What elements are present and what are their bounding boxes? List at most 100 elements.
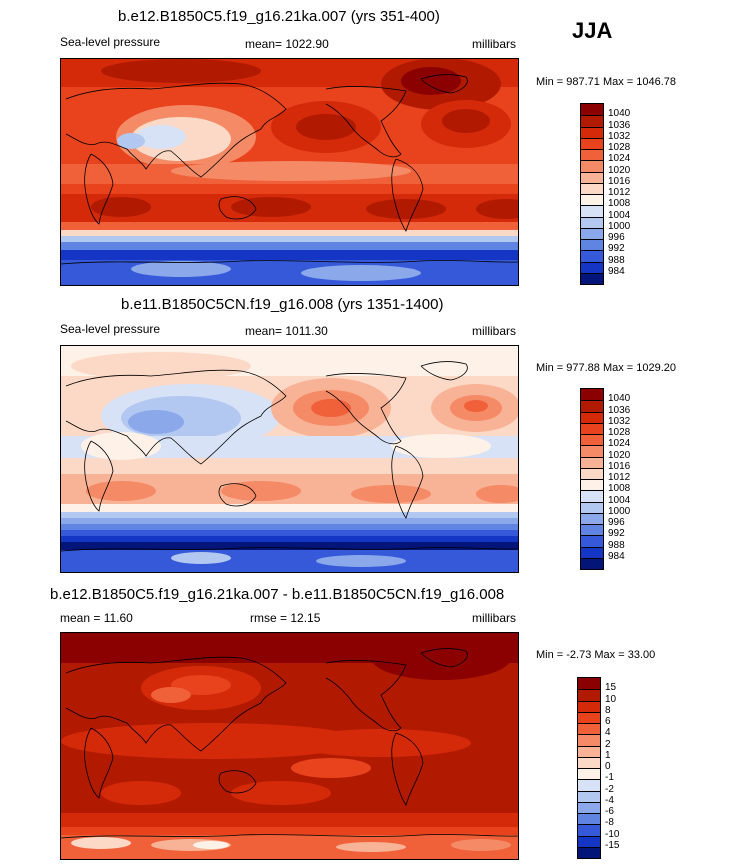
panel-2-colorbar bbox=[580, 388, 604, 570]
panel-3-rmse-label: rmse = 12.15 bbox=[250, 611, 321, 625]
colorbar-swatch bbox=[581, 467, 603, 479]
colorbar-swatch bbox=[581, 160, 603, 172]
colorbar-swatch bbox=[578, 813, 600, 825]
colorbar-swatch bbox=[581, 261, 603, 273]
colorbar-swatch bbox=[578, 734, 600, 746]
colorbar-swatch bbox=[581, 490, 603, 502]
colorbar-swatch bbox=[581, 182, 603, 194]
panel-1-variable-label: Sea-level pressure bbox=[60, 35, 161, 49]
colorbar-tick-label: 1012 bbox=[608, 187, 631, 198]
colorbar-tick-label: 1028 bbox=[608, 142, 631, 153]
colorbar-swatch bbox=[581, 445, 603, 457]
colorbar-swatch bbox=[581, 104, 603, 116]
panel-3-map-field bbox=[61, 633, 518, 859]
colorbar-swatch bbox=[581, 239, 603, 251]
colorbar-tick-label: 988 bbox=[608, 539, 625, 551]
colorbar-tick-label: 6 bbox=[605, 716, 611, 727]
panel-3-map bbox=[60, 632, 519, 860]
panel-1-map bbox=[60, 58, 519, 286]
colorbar-tick-label: 992 bbox=[608, 243, 625, 255]
colorbar-swatch bbox=[581, 524, 603, 536]
colorbar-tick-label: 1032 bbox=[608, 415, 631, 427]
colorbar-swatch bbox=[581, 389, 603, 401]
colorbar-tick-label: 992 bbox=[608, 528, 625, 540]
colorbar-tick-label: -8 bbox=[605, 817, 614, 829]
colorbar-tick-label: -10 bbox=[605, 828, 620, 840]
colorbar-tick-label: 1024 bbox=[608, 153, 631, 165]
colorbar-tick-label: -6 bbox=[605, 806, 614, 817]
panel-3-mean-label: mean = 11.60 bbox=[60, 611, 133, 625]
colorbar-tick-label: 15 bbox=[605, 682, 617, 694]
colorbar-swatch bbox=[581, 149, 603, 161]
panel-2-units-label: millibars bbox=[472, 324, 517, 338]
colorbar-swatch bbox=[581, 227, 603, 239]
colorbar-tick-label: 988 bbox=[608, 254, 625, 266]
colorbar-tick-label: 984 bbox=[608, 550, 625, 562]
colorbar-swatch bbox=[578, 689, 600, 701]
colorbar-tick-label: 1020 bbox=[608, 449, 631, 461]
colorbar-swatch bbox=[578, 723, 600, 735]
colorbar-tick-label: 1024 bbox=[608, 438, 631, 450]
panel-1-minmax: Min = 987.71 Max = 1046.78 bbox=[536, 76, 677, 88]
colorbar-swatch bbox=[581, 250, 603, 262]
colorbar-swatch bbox=[578, 790, 600, 802]
colorbar-tick-label: 1016 bbox=[608, 460, 631, 472]
colorbar-swatch bbox=[581, 171, 603, 183]
colorbar-swatch bbox=[581, 422, 603, 434]
panel-2-variable-label: Sea-level pressure bbox=[60, 322, 161, 336]
panel-3-minmax: Min = -2.73 Max = 33.00 bbox=[536, 649, 656, 661]
colorbar-tick-label: 8 bbox=[605, 704, 611, 716]
colorbar-tick-label: 1008 bbox=[608, 198, 631, 210]
colorbar-tick-label: 1000 bbox=[608, 505, 631, 517]
panel-2-map-field bbox=[61, 346, 518, 572]
colorbar-tick-label: 1008 bbox=[608, 483, 631, 495]
panel-2-title: b.e11.B1850C5CN.f19_g16.008 (yrs 1351-14… bbox=[121, 296, 444, 313]
colorbar-tick-label: 1040 bbox=[608, 393, 631, 405]
colorbar-swatch bbox=[578, 835, 600, 847]
colorbar-swatch bbox=[578, 678, 600, 690]
panel-2-mean-label: mean= 1011.30 bbox=[245, 324, 328, 338]
colorbar-swatch bbox=[581, 205, 603, 217]
colorbar-tick-label: 10 bbox=[605, 693, 617, 705]
colorbar-tick-label: 0 bbox=[605, 761, 611, 772]
colorbar-swatch bbox=[581, 126, 603, 138]
colorbar-swatch bbox=[578, 768, 600, 780]
panel-1-units-label: millibars bbox=[472, 37, 517, 51]
colorbar-swatch bbox=[578, 756, 600, 768]
colorbar-tick-label: 1028 bbox=[608, 427, 631, 438]
colorbar-tick-label: 1004 bbox=[608, 209, 631, 221]
colorbar-swatch bbox=[578, 745, 600, 757]
colorbar-swatch bbox=[578, 801, 600, 813]
colorbar-swatch bbox=[581, 137, 603, 149]
colorbar-tick-label: 1 bbox=[605, 749, 611, 761]
colorbar-tick-label: 2 bbox=[605, 738, 611, 750]
colorbar-swatch bbox=[581, 546, 603, 558]
colorbar-tick-label: 984 bbox=[608, 265, 625, 277]
colorbar-swatch bbox=[581, 216, 603, 228]
panel-1-title: b.e12.B1850C5.f19_g16.21ka.007 (yrs 351-… bbox=[118, 8, 440, 25]
colorbar-tick-label: -4 bbox=[605, 794, 614, 806]
colorbar-tick-label: 1000 bbox=[608, 220, 631, 232]
colorbar-swatch bbox=[581, 272, 603, 284]
colorbar-tick-label: -2 bbox=[605, 783, 614, 795]
colorbar-tick-label: -1 bbox=[605, 772, 614, 784]
colorbar-swatch bbox=[578, 824, 600, 836]
colorbar-tick-label: 4 bbox=[605, 727, 611, 739]
colorbar-swatch bbox=[581, 411, 603, 423]
colorbar-swatch bbox=[578, 779, 600, 791]
colorbar-tick-label: 1020 bbox=[608, 164, 631, 176]
colorbar-swatch bbox=[581, 479, 603, 491]
panel-1-mean-label: mean= 1022.90 bbox=[245, 37, 329, 51]
season-label: JJA bbox=[572, 18, 613, 43]
colorbar-tick-label: 1012 bbox=[608, 472, 631, 483]
colorbar-tick-label: -15 bbox=[605, 839, 620, 851]
colorbar-tick-label: 1016 bbox=[608, 175, 631, 187]
panel-3-colorbar bbox=[577, 677, 601, 859]
colorbar-swatch bbox=[578, 711, 600, 723]
colorbar-swatch bbox=[581, 512, 603, 524]
colorbar-swatch bbox=[578, 700, 600, 712]
colorbar-tick-label: 1032 bbox=[608, 130, 631, 142]
colorbar-swatch bbox=[581, 501, 603, 513]
panel-1-map-field bbox=[61, 59, 518, 285]
panel-2-map bbox=[60, 345, 519, 573]
